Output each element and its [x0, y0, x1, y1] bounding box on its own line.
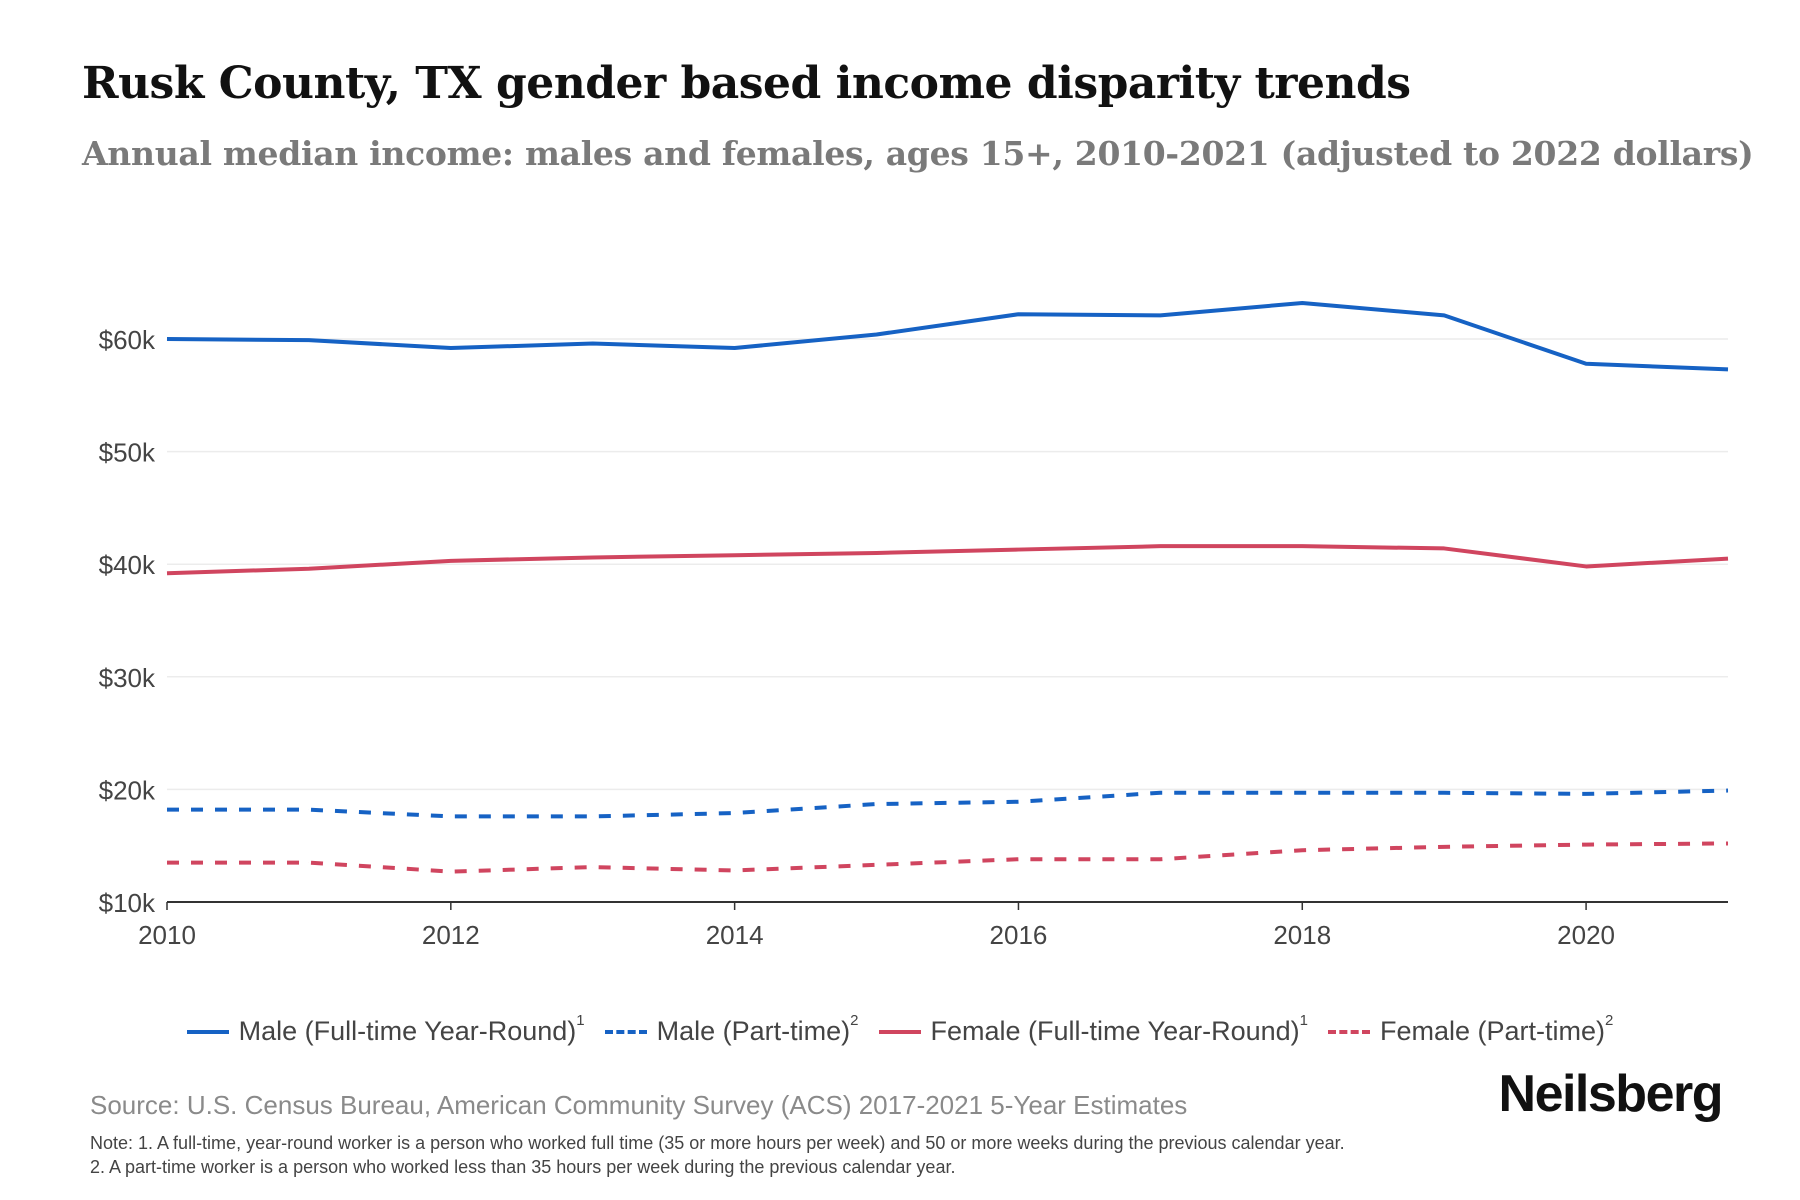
footnote-1: Note: 1. A full-time, year-round worker … — [90, 1133, 1345, 1153]
y-tick-label: $40k — [99, 550, 156, 580]
legend-item-female-part-time[interactable]: Female (Part-time)2 — [1327, 1012, 1614, 1047]
y-tick-label: $10k — [99, 888, 156, 918]
x-tick-label: 2014 — [706, 920, 764, 950]
neilsberg-logo: Neilsberg — [1498, 1065, 1724, 1123]
legend-swatch-solid-blue — [186, 1029, 229, 1034]
legend-label: Female (Part-time)2 — [1379, 1012, 1614, 1046]
y-tick-label: $50k — [99, 438, 156, 468]
legend-swatch-dashed-blue — [604, 1029, 647, 1034]
y-tick-label: $60k — [99, 325, 156, 355]
legend-label: Male (Full-time Year-Round)1 — [238, 1012, 585, 1046]
footnote-2: 2. A part-time worker is a person who wo… — [90, 1157, 956, 1177]
chart-title: Rusk County, TX gender based income disp… — [82, 58, 1411, 109]
chart-subtitle: Annual median income: males and females,… — [82, 134, 1754, 173]
legend: Male (Full-time Year-Round)1 Male (Part-… — [0, 1012, 1800, 1047]
x-tick-label: 2012 — [422, 920, 480, 950]
y-tick-label: $30k — [99, 663, 156, 693]
series-line-female-full-time-year-round — [166, 544, 1729, 576]
series-line-male-part-time — [167, 788, 1729, 819]
y-axis: $10k $20k $30k $40k $50k $60k — [99, 325, 156, 918]
legend-item-male-full-time[interactable]: Male (Full-time Year-Round)1 — [186, 1012, 585, 1047]
legend-item-female-full-time[interactable]: Female (Full-time Year-Round)1 — [878, 1012, 1308, 1047]
legend-swatch-dashed-red — [1327, 1029, 1370, 1034]
x-tick-label: 2016 — [990, 920, 1048, 950]
x-tick-label: 2018 — [1273, 920, 1331, 950]
legend-item-male-part-time[interactable]: Male (Part-time)2 — [604, 1012, 859, 1047]
legend-label: Female (Full-time Year-Round)1 — [930, 1012, 1308, 1046]
legend-label: Male (Part-time)2 — [656, 1012, 859, 1046]
y-tick-label: $20k — [99, 775, 156, 805]
source-text: Source: U.S. Census Bureau, American Com… — [90, 1090, 1188, 1120]
series-line-male-full-time-year-round — [166, 300, 1729, 372]
legend-swatch-solid-red — [878, 1029, 921, 1034]
x-tick-label: 2020 — [1557, 920, 1615, 950]
x-tick-label: 2010 — [138, 920, 196, 950]
x-axis: 2010 2012 2014 2016 2018 2020 — [138, 901, 1728, 950]
gridlines — [167, 338, 1728, 791]
series-lines — [166, 300, 1729, 874]
series-line-female-part-time — [167, 841, 1729, 874]
